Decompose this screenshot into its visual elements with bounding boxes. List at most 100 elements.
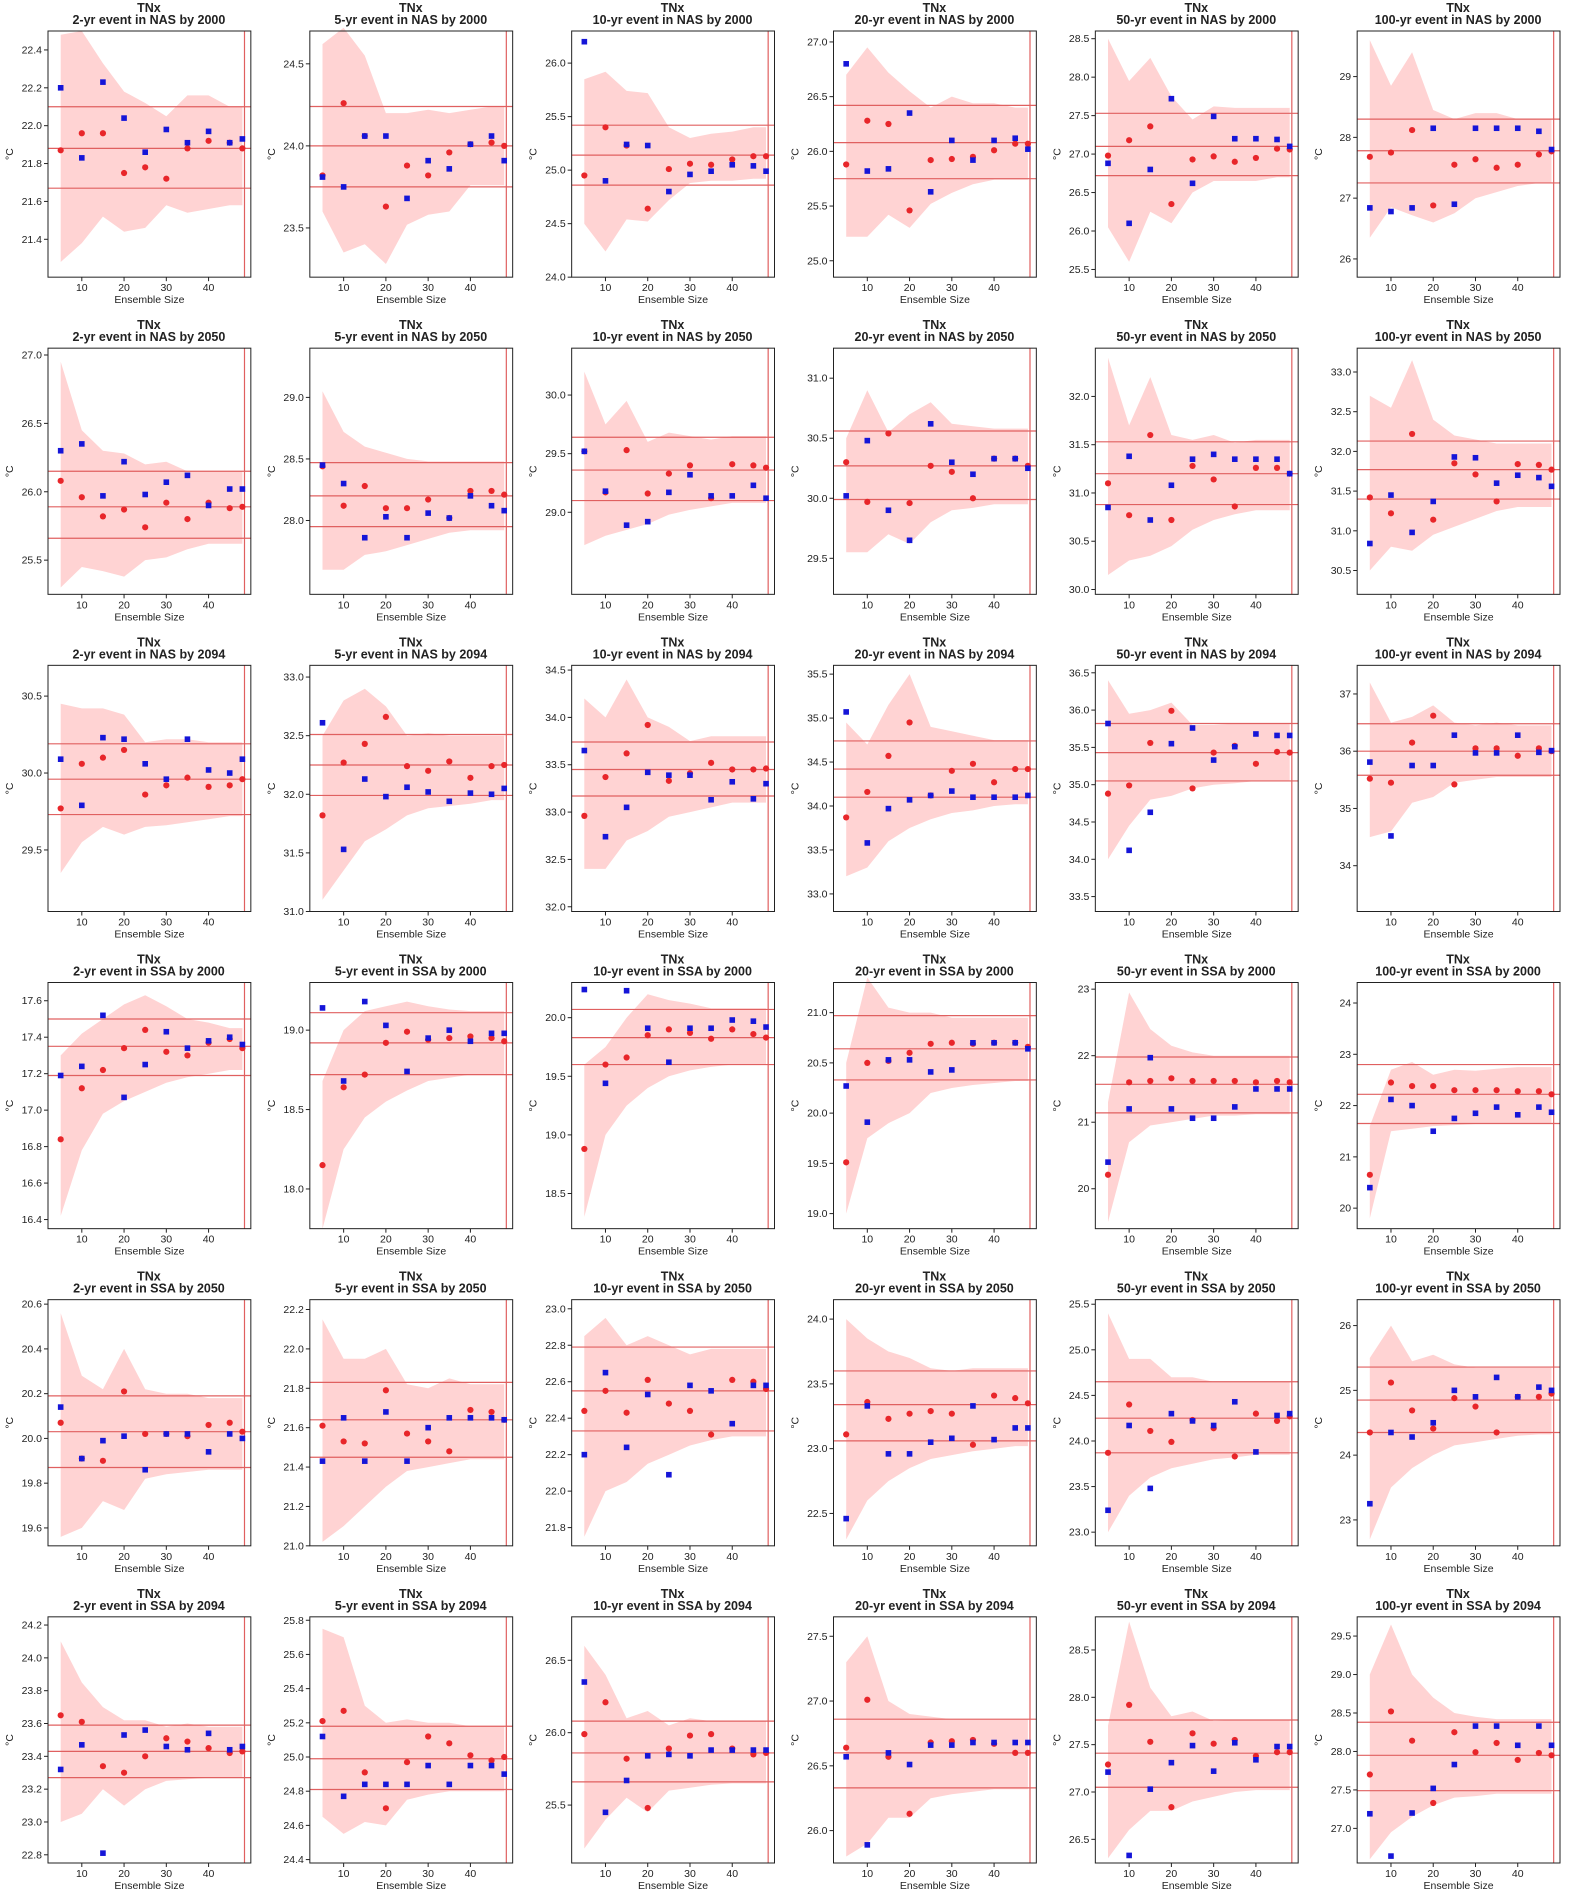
chart-title: TNx (1446, 318, 1470, 332)
blue-point (239, 1435, 246, 1442)
red-point (1024, 140, 1031, 147)
blue-point (1409, 1102, 1415, 1109)
blue-point (1253, 1449, 1259, 1455)
blue-point (1168, 1106, 1175, 1112)
x-tick-label: 40 (203, 282, 215, 294)
y-tick-label: 33.5 (807, 844, 828, 856)
blue-point (1286, 470, 1293, 477)
blue-point (623, 987, 630, 994)
blue-point (340, 480, 347, 487)
red-point (120, 1769, 128, 1776)
plot-frame (833, 30, 1037, 278)
blue-point (121, 1433, 127, 1439)
red-point (425, 767, 432, 774)
blue-point (1286, 1410, 1293, 1417)
blue-point (708, 493, 714, 499)
y-tick-label: 20 (1078, 1183, 1090, 1195)
x-tick-label: 10 (1123, 1551, 1135, 1563)
blue-point (226, 1746, 233, 1753)
blue-point (1388, 1429, 1394, 1436)
x-tick-label: 40 (203, 1551, 215, 1563)
y-tick-label: 25.6 (283, 1649, 304, 1661)
blue-point (1210, 757, 1217, 763)
blue-point (79, 1742, 85, 1748)
blue-point (1430, 498, 1437, 505)
y-tick-label: 24.0 (283, 140, 304, 152)
red-point (1252, 1079, 1260, 1086)
x-tick-label: 40 (988, 282, 1000, 294)
blue-point (1430, 125, 1437, 132)
chart-title: TNx (399, 953, 423, 967)
x-tick-label: 40 (1512, 1868, 1524, 1880)
blue-point (488, 1030, 495, 1037)
red-point (501, 142, 508, 149)
red-point (1430, 516, 1437, 523)
red-point (762, 765, 770, 772)
blue-point (949, 459, 955, 466)
red-point (403, 1430, 411, 1437)
red-point (488, 139, 495, 146)
blue-point (1536, 1723, 1542, 1729)
blue-point (991, 794, 997, 801)
blue-point (729, 778, 736, 785)
y-tick-label: 21.8 (22, 158, 43, 170)
red-point (340, 1084, 347, 1091)
blue-point (970, 794, 976, 801)
x-tick-label: 10 (1385, 282, 1397, 294)
y-tick-label: 25.4 (283, 1683, 304, 1695)
red-point (78, 494, 85, 501)
red-point (1273, 1749, 1281, 1756)
red-point (885, 120, 892, 128)
y-tick-label: 28 (1339, 132, 1351, 144)
blue-point (1189, 1115, 1196, 1122)
x-tick-label: 40 (203, 599, 215, 611)
red-point (1535, 1393, 1542, 1400)
y-tick-label: 22.2 (22, 82, 43, 94)
plot-frame (47, 664, 252, 912)
y-tick-label: 21 (1339, 1151, 1351, 1163)
x-tick-label: 20 (118, 599, 130, 611)
red-point (467, 1033, 474, 1040)
blue-point (750, 482, 757, 489)
red-point (1231, 503, 1238, 510)
y-tick-label: 34.5 (545, 665, 566, 677)
y-axis-label: °C (1313, 148, 1325, 160)
chart-title: TNx (1446, 635, 1470, 649)
blue-point (1147, 1485, 1154, 1492)
x-tick-label: 30 (1470, 917, 1482, 929)
blue-point (991, 455, 997, 462)
red-point (425, 172, 432, 179)
red-point (885, 752, 892, 759)
x-tick-label: 20 (642, 1868, 654, 1880)
plot-frame (571, 664, 776, 912)
blue-point (184, 1045, 191, 1051)
red-point (644, 1804, 651, 1812)
y-tick-label: 36.5 (1069, 667, 1090, 679)
x-axis-label: Ensemble Size (114, 1563, 184, 1575)
red-point (1273, 145, 1281, 152)
red-point (644, 1376, 651, 1383)
blue-point (1210, 113, 1217, 120)
plot-frame (833, 1299, 1037, 1547)
red-point (602, 1387, 609, 1394)
blue-point (1189, 1742, 1196, 1749)
red-point (665, 1745, 672, 1752)
red-point (843, 161, 850, 168)
confidence-band (1369, 682, 1552, 838)
blue-point (581, 986, 588, 993)
red-point (361, 740, 368, 747)
y-tick-label: 29.5 (1331, 1631, 1352, 1643)
blue-point (906, 797, 913, 803)
blue-point (927, 421, 934, 427)
plot-frame (1094, 664, 1299, 912)
y-tick-label: 33.5 (545, 759, 566, 771)
x-tick-label: 10 (1385, 917, 1397, 929)
red-point (1273, 1417, 1281, 1425)
red-point (843, 814, 850, 821)
red-point (864, 788, 871, 796)
